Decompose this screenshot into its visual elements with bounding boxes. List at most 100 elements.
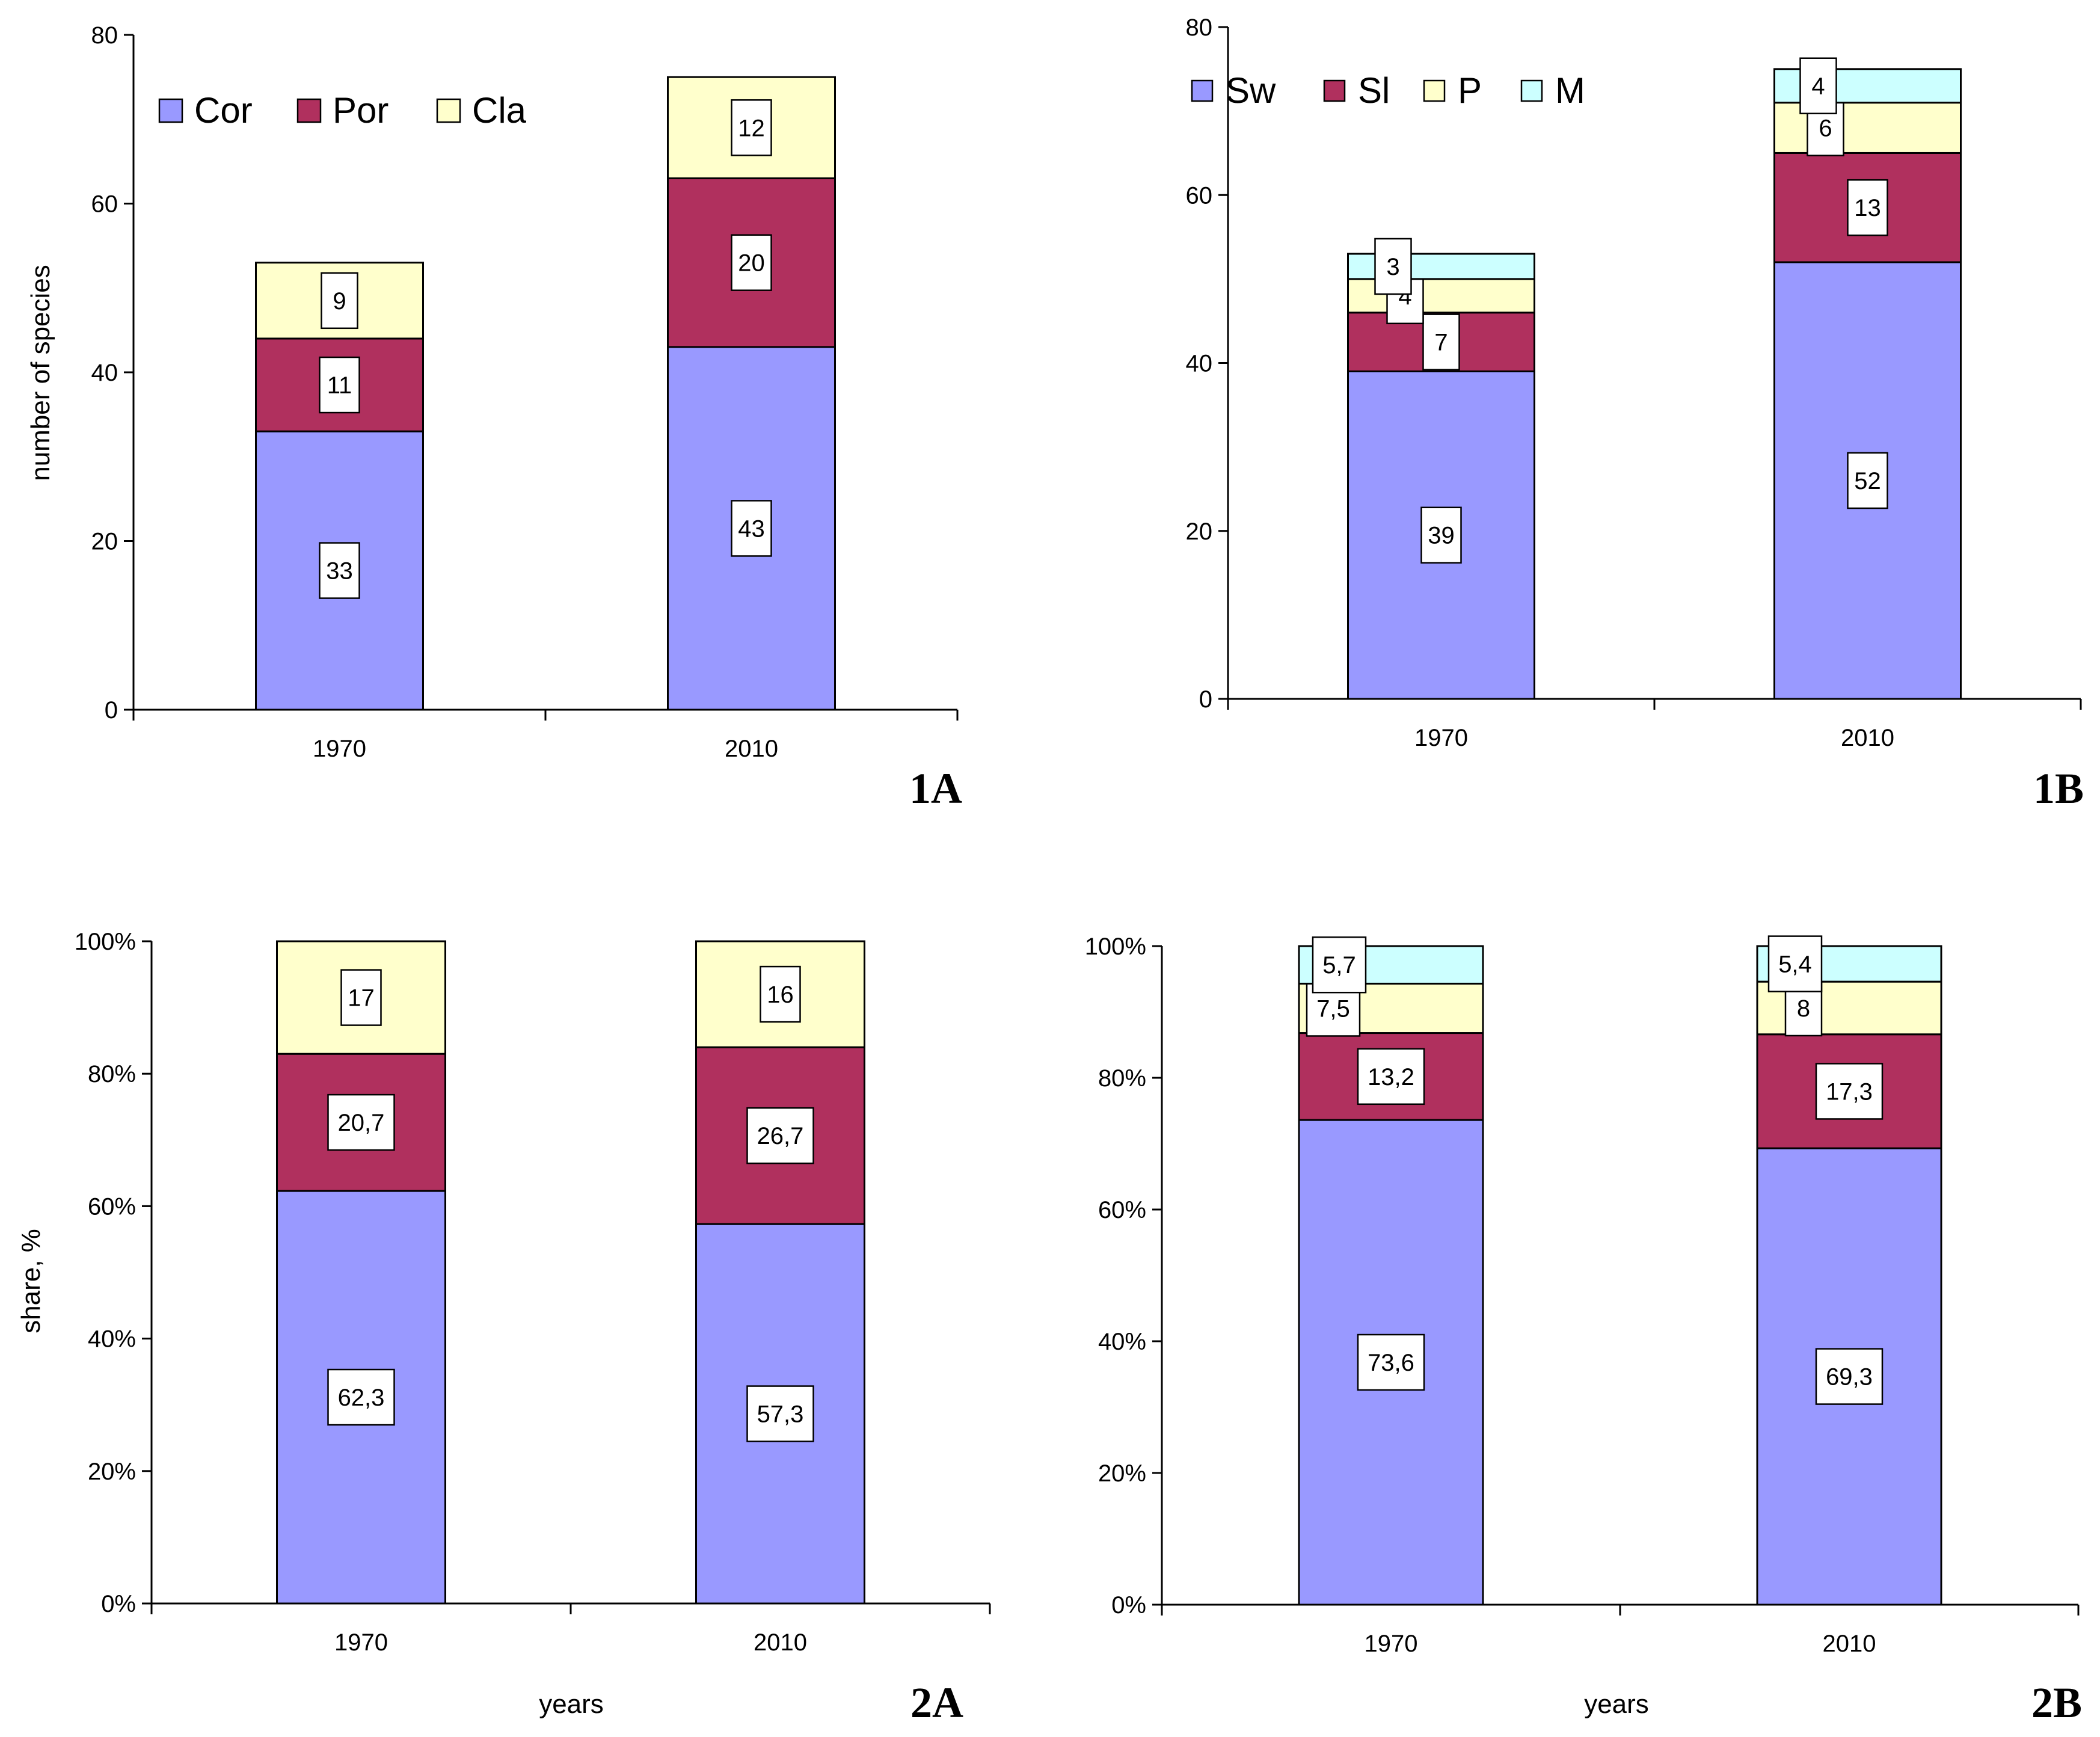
y-tick-label: 60 (1186, 182, 1213, 209)
data-label: 39 (1428, 523, 1455, 549)
data-label: 26,7 (757, 1123, 804, 1149)
data-label: 11 (327, 372, 352, 399)
y-tick-label: 80 (1186, 14, 1213, 41)
data-label-box (731, 500, 772, 557)
data-label-box (321, 272, 358, 330)
y-tick-label: 40 (91, 360, 118, 386)
bar-cor-1970 (276, 1190, 446, 1605)
y-tick-label: 60 (91, 191, 118, 218)
x-tick-label: 2010 (725, 736, 778, 762)
x-tick-label: 1970 (1365, 1631, 1418, 1657)
data-label: 20 (738, 250, 765, 277)
y-tick-label: 0% (101, 1591, 136, 1617)
x-axis-title: years (1584, 1689, 1649, 1719)
data-label: 73,6 (1368, 1350, 1414, 1376)
data-label: 57,3 (757, 1401, 804, 1428)
data-label-box (1847, 452, 1888, 509)
data-label-box (1312, 936, 1367, 994)
data-label-box (760, 965, 801, 1023)
legend-label-cla: Cla (472, 90, 527, 131)
y-axis-title: number of species (26, 265, 55, 481)
data-label-box (319, 356, 360, 414)
panel-label: 2A (910, 1679, 963, 1727)
legend-swatch-sw (1191, 79, 1214, 102)
y-tick-label: 20 (1186, 518, 1213, 545)
panel-label: 2B (2031, 1679, 2082, 1727)
legend-label-por: Por (333, 90, 388, 131)
y-tick-label: 100% (1085, 933, 1146, 960)
data-label-box (1420, 506, 1462, 564)
x-tick-label: 2010 (754, 1629, 807, 1656)
legend-label-m: M (1555, 70, 1585, 111)
chart-2A: 0% 20% 40% 60% 80% 100% 62,3 20,7 17 1970 57,3 26,7… (16, 929, 991, 1727)
data-label: 6 (1819, 115, 1832, 142)
legend: Sw Sl P M (1191, 70, 1585, 111)
y-tick-label: 20 (91, 529, 118, 555)
y-tick-label: 20% (1098, 1460, 1146, 1487)
data-label: 33 (326, 558, 353, 585)
y-tick-label: 40% (1098, 1329, 1146, 1355)
legend-label-sl: Sl (1358, 70, 1390, 111)
data-label-box (1815, 1063, 1884, 1120)
y-tick-label: 20% (88, 1459, 136, 1485)
chart-1A: 0 20 40 60 80 33 11 9 1970 43 20 12 2010 number of sp… (26, 22, 962, 813)
data-label: 16 (767, 982, 794, 1008)
panel-label: 1B (2033, 764, 2084, 813)
y-tick-label: 40 (1186, 351, 1213, 377)
data-label-box (327, 1368, 395, 1426)
y-tick-label: 80% (1098, 1065, 1146, 1092)
bar-p-1970 (1347, 278, 1535, 314)
data-label-box (731, 99, 772, 156)
data-label: 43 (738, 515, 765, 542)
data-label: 7 (1434, 330, 1448, 356)
data-label: 69,3 (1826, 1364, 1873, 1391)
data-label: 13,2 (1368, 1064, 1414, 1090)
y-tick-label: 80% (88, 1061, 136, 1087)
data-label-box (1422, 313, 1460, 370)
legend-label-p: P (1458, 70, 1482, 111)
data-label: 52 (1854, 468, 1881, 494)
x-axis-title: years (539, 1689, 604, 1719)
y-tick-label: 100% (75, 929, 136, 955)
data-label: 4 (1811, 73, 1825, 100)
legend: Cor Por Cla (158, 90, 527, 131)
data-label: 8 (1797, 995, 1810, 1022)
legend-swatch-cla (436, 98, 461, 123)
y-tick-label: 80 (91, 22, 118, 49)
data-label: 9 (333, 288, 346, 315)
data-label: 17 (348, 985, 375, 1012)
y-tick-label: 0% (1111, 1592, 1146, 1619)
y-tick-label: 40% (88, 1326, 136, 1353)
y-tick-label: 0 (105, 697, 118, 724)
data-label: 5,7 (1322, 952, 1356, 979)
legend-swatch-m (1520, 79, 1543, 102)
data-label-box (319, 542, 360, 599)
data-label-box (746, 1385, 814, 1442)
data-label: 12 (738, 115, 765, 141)
x-tick-label: 2010 (1841, 725, 1894, 751)
data-label: 3 (1386, 254, 1399, 280)
data-label-box (340, 969, 382, 1026)
x-tick-label: 1970 (1414, 725, 1468, 751)
y-tick-label: 0 (1199, 686, 1212, 713)
x-tick-label: 2010 (1823, 1631, 1876, 1657)
data-label: 13 (1854, 195, 1881, 221)
y-tick-label: 60% (1098, 1197, 1146, 1223)
legend-label-cor: Cor (194, 90, 253, 131)
data-label-box (746, 1107, 814, 1164)
data-label-box (327, 1093, 395, 1151)
data-label-box (1767, 935, 1823, 992)
legend-swatch-cor (158, 98, 183, 123)
data-label-box (1815, 1348, 1884, 1405)
data-label: 5,4 (1778, 952, 1812, 978)
panel-label: 1A (909, 764, 962, 813)
data-label: 17,3 (1826, 1078, 1873, 1105)
data-label-box (731, 234, 772, 291)
legend-label-sw: Sw (1226, 70, 1276, 111)
x-tick-label: 1970 (334, 1629, 388, 1656)
data-label-box (1799, 57, 1837, 114)
data-label: 62,3 (338, 1385, 385, 1411)
data-label-box (1374, 238, 1412, 295)
